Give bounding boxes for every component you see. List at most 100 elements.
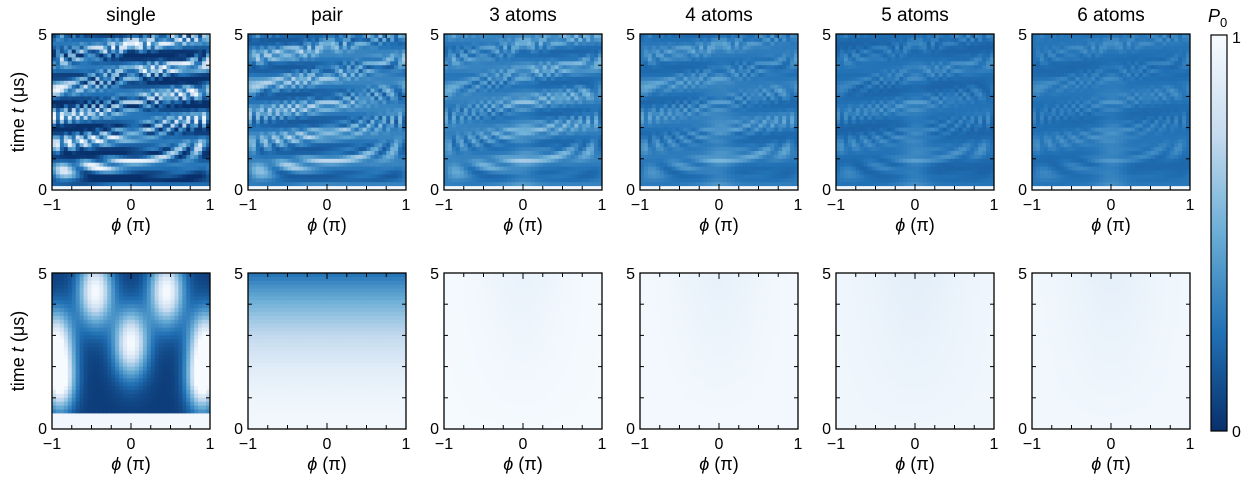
- heatmap-cell: [91, 147, 97, 152]
- heatmap-cell: [394, 108, 399, 113]
- heatmap-cell: [251, 41, 257, 47]
- heatmap-cell: [142, 92, 148, 97]
- heatmap-cell: [127, 80, 132, 86]
- heatmap-cell: [142, 131, 148, 136]
- heatmap-cell: [259, 151, 265, 156]
- heatmap-cell: [263, 119, 269, 125]
- heatmap-cell: [346, 127, 352, 133]
- heatmap-cell: [131, 80, 136, 86]
- heatmap-cell: [283, 135, 289, 140]
- heatmap-cell: [107, 315, 112, 321]
- heatmap-cell: [346, 37, 352, 43]
- heatmap-cell: [103, 304, 108, 309]
- heatmap-cell: [251, 425, 257, 429]
- heatmap-cell: [354, 37, 360, 43]
- heatmap-cell: [99, 323, 104, 329]
- heatmap-cell: [127, 100, 132, 105]
- heatmap-cell: [75, 358, 81, 364]
- heatmap-cell: [138, 280, 144, 286]
- heatmap-cell: [95, 315, 100, 321]
- heatmap-cell: [350, 166, 356, 172]
- heatmap-cell: [186, 409, 191, 414]
- heatmap-cell: [248, 339, 253, 344]
- heatmap-cell: [107, 405, 112, 411]
- heatmap-cell: [75, 319, 81, 325]
- heatmap-cell: [182, 108, 187, 113]
- heatmap-cell: [194, 88, 199, 94]
- heatmap-cell: [170, 170, 176, 175]
- heatmap-cell: [67, 315, 73, 321]
- heatmap-cell: [342, 88, 348, 94]
- heatmap-cell: [182, 41, 187, 47]
- heatmap-cell: [354, 41, 360, 47]
- heatmap-cell: [99, 154, 104, 160]
- heatmap-cell: [166, 409, 172, 414]
- heatmap-cell: [358, 76, 364, 82]
- heatmap-cell: [52, 308, 57, 313]
- heatmap-cell: [398, 115, 403, 121]
- heatmap-cell: [311, 135, 316, 140]
- heatmap-cell: [251, 409, 257, 414]
- heatmap-cell: [95, 331, 100, 336]
- heatmap-cell: [334, 112, 340, 117]
- heatmap-cell: [127, 370, 132, 375]
- heatmap-cell: [150, 135, 156, 140]
- heatmap-cell: [134, 174, 140, 179]
- heatmap-cell: [59, 331, 65, 336]
- heatmap-cell: [251, 112, 257, 117]
- heatmap-cell: [303, 170, 308, 175]
- heatmap-cell: [198, 284, 203, 290]
- heatmap-cell: [67, 61, 73, 66]
- heatmap-cell: [287, 53, 293, 58]
- heatmap-cell: [107, 65, 112, 70]
- heatmap-cell: [138, 347, 144, 352]
- heatmap-cell: [158, 358, 164, 364]
- heatmap-cell: [303, 41, 308, 47]
- heatmap-cell: [186, 186, 191, 190]
- heatmap-cell: [202, 41, 207, 47]
- heatmap-cell: [111, 37, 116, 43]
- heatmap-cell: [283, 170, 289, 175]
- heatmap-cell: [158, 108, 164, 113]
- heatmap-cell: [194, 417, 199, 422]
- heatmap-cell: [170, 154, 176, 160]
- heatmap-cell: [166, 362, 172, 368]
- heatmap-cell: [162, 366, 168, 372]
- heatmap-cell: [142, 45, 148, 51]
- heatmap-cell: [79, 96, 85, 101]
- heatmap-cell: [186, 147, 191, 152]
- heatmap-cell: [303, 135, 308, 140]
- heatmap-cell: [55, 382, 61, 387]
- heatmap-cell: [162, 273, 168, 278]
- heatmap-cell: [170, 123, 176, 129]
- heatmap-cell: [162, 358, 168, 364]
- heatmap-cell: [134, 370, 140, 375]
- heatmap-cell: [67, 343, 73, 348]
- heatmap-cell: [103, 417, 108, 422]
- heatmap-cell: [134, 104, 140, 109]
- heatmap-cell: [142, 61, 148, 66]
- heatmap-cell: [67, 374, 73, 379]
- heatmap-cell: [255, 347, 261, 352]
- heatmap-cell: [327, 108, 332, 113]
- heatmap-cell: [134, 284, 140, 290]
- heatmap-cell: [182, 162, 187, 168]
- heatmap-cell: [271, 127, 277, 133]
- heatmap-cell: [303, 143, 308, 148]
- heatmap-cell: [55, 276, 61, 282]
- heatmap-cell: [311, 41, 316, 47]
- heatmap-cell: [198, 409, 203, 414]
- heatmap-cell: [202, 323, 207, 329]
- heatmap-cell: [99, 162, 104, 168]
- heatmap-cell: [255, 41, 261, 47]
- heatmap-cell: [150, 409, 156, 414]
- heatmap-cell: [150, 57, 156, 62]
- heatmap-cell: [71, 300, 77, 305]
- heatmap-cell: [190, 119, 195, 125]
- heatmap-cell: [259, 112, 265, 117]
- heatmap-cell: [142, 421, 148, 426]
- heatmap-cell: [142, 425, 148, 429]
- heatmap-cell: [390, 178, 395, 183]
- heatmap-cell: [52, 288, 57, 294]
- heatmap-cell: [134, 339, 140, 344]
